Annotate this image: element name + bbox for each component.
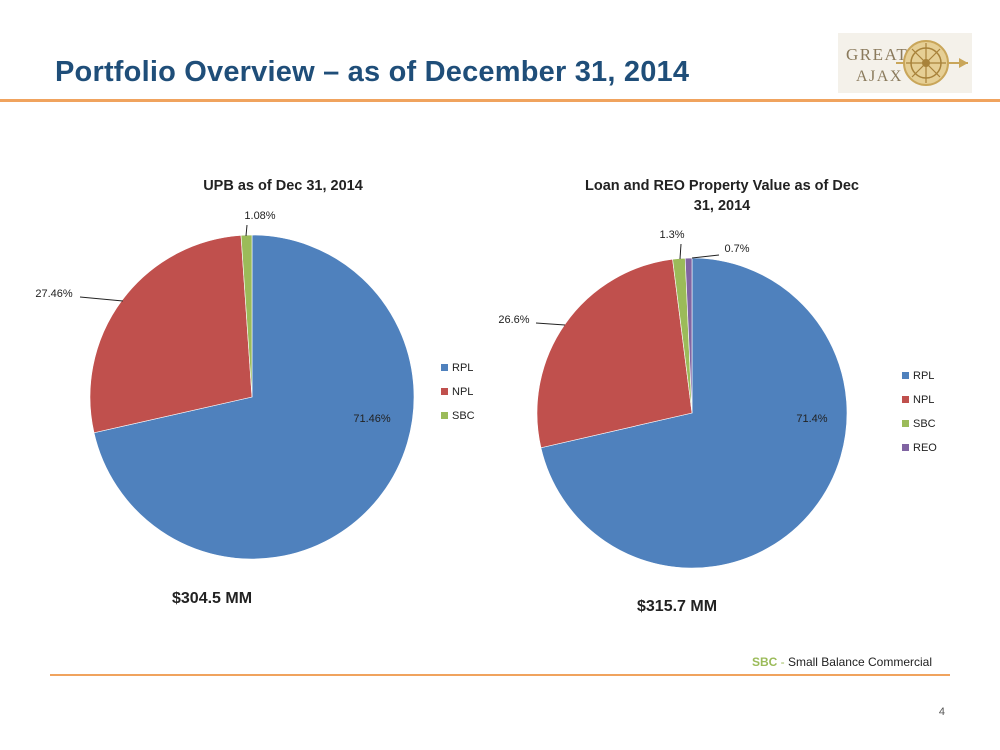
legend-label: NPL — [913, 394, 934, 406]
leader-line — [679, 243, 682, 260]
legend-swatch-rpl — [902, 372, 909, 379]
pie-slice-npl — [89, 235, 253, 434]
pie-slice-rpl — [540, 257, 848, 569]
data-label: 27.46% — [35, 288, 73, 300]
pie-chart-2: Loan and REO Property Value as of Dec 31,… — [498, 178, 937, 569]
company-logo: GREAT AJAX — [838, 33, 972, 93]
legend-swatch-rpl — [441, 364, 448, 371]
pie-chart-1: UPB as of Dec 31, 2014 71.46% 27.46% 1.08% R… — [35, 178, 475, 560]
leader-line — [691, 254, 720, 259]
leader-line — [245, 224, 248, 237]
legend-label: SBC — [913, 418, 936, 430]
legend-label: SBC — [452, 410, 475, 422]
data-label: 71.4% — [796, 413, 827, 425]
logo-svg: GREAT AJAX — [846, 40, 968, 86]
pie-slice-reo — [684, 257, 693, 414]
pie-slice-npl — [536, 258, 693, 449]
legend-swatch-npl — [902, 396, 909, 403]
data-label: 26.6% — [498, 314, 529, 326]
legend-label: REO — [913, 442, 937, 454]
data-label: 1.3% — [659, 229, 684, 241]
pie-slice-rpl — [93, 234, 415, 560]
pie-charts-canvas: UPB as of Dec 31, 2014 71.46% 27.46% 1.08% R… — [35, 178, 937, 569]
page-number: 4 — [938, 706, 945, 718]
chart-title-line: Loan and REO Property Value as of Dec — [585, 178, 859, 194]
title-divider — [0, 99, 1000, 102]
legend-label: RPL — [913, 370, 934, 382]
legend-label: NPL — [452, 386, 473, 398]
logo-text-line1: GREAT — [846, 45, 908, 64]
chart-title-line: 31, 2014 — [694, 198, 750, 214]
footnote-separator: - — [777, 655, 788, 669]
legend-swatch-npl — [441, 388, 448, 395]
logo-text-line2: AJAX — [856, 68, 903, 85]
data-label: 71.46% — [353, 413, 391, 425]
page-title: Portfolio Overview – as of December 31, … — [55, 56, 690, 88]
upb-total-label: $304.5 MM — [172, 590, 253, 607]
shield-wheel-icon — [896, 40, 968, 86]
footer-divider — [50, 674, 950, 676]
footnote-text: Small Balance Commercial — [787, 655, 932, 669]
property-value-total-label: $315.7 MM — [637, 598, 718, 615]
leader-line — [79, 296, 124, 302]
legend-label: RPL — [452, 362, 473, 374]
legend-swatch-reo — [902, 444, 909, 451]
chart-title-line: UPB as of Dec 31, 2014 — [203, 178, 363, 194]
data-label: 0.7% — [724, 243, 749, 255]
data-label: 1.08% — [244, 210, 275, 222]
legend-swatch-sbc — [441, 412, 448, 419]
footnote: SBC - Small Balance Commercial — [752, 655, 932, 669]
legend-swatch-sbc — [902, 420, 909, 427]
footnote-abbr: SBC — [751, 655, 778, 669]
leader-line — [535, 322, 566, 326]
